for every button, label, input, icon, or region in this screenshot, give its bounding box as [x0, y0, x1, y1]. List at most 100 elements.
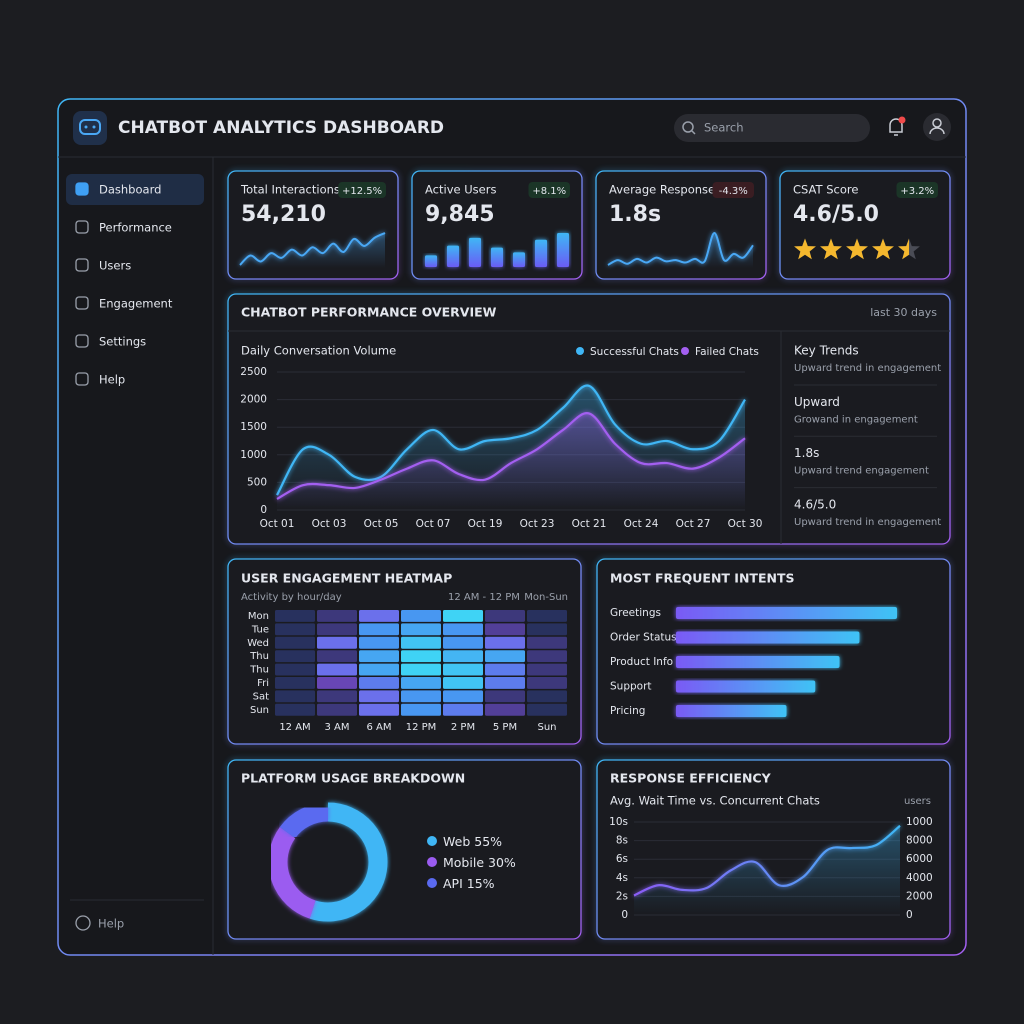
- heat-cell: [485, 690, 525, 703]
- y2-tick-label: 6000: [906, 853, 933, 865]
- nav-item[interactable]: Settings: [99, 335, 146, 349]
- sidebar-footer-help[interactable]: Help: [98, 917, 124, 931]
- kpi-change: +8.1%: [532, 186, 566, 197]
- bar: [676, 656, 840, 668]
- x-tick-label: Oct 21: [572, 518, 607, 530]
- trend-text: Growand in engagement: [794, 414, 918, 425]
- donut-segment: [279, 802, 329, 839]
- x-tick-label: Oct 27: [676, 518, 711, 530]
- y-tick-label: 1500: [240, 421, 267, 433]
- category-label: Greetings: [610, 607, 661, 619]
- x-tick-label: Oct 23: [520, 518, 555, 530]
- nav-item[interactable]: Dashboard: [99, 183, 161, 197]
- nav-item[interactable]: Performance: [99, 221, 172, 235]
- category-label: Support: [610, 681, 652, 693]
- nav-icon: [75, 182, 89, 196]
- y-tick-label: 0: [260, 504, 267, 516]
- star: [794, 238, 816, 260]
- heat-cell: [359, 623, 399, 636]
- kpi-change-pill: [896, 182, 938, 198]
- search-box[interactable]: [674, 114, 870, 142]
- sparkline-area: [608, 232, 753, 268]
- y-tick-label: 10s: [609, 816, 628, 828]
- nav-active-highlight: [66, 174, 204, 205]
- column-label: 5 PM: [493, 722, 517, 733]
- nav-icon: [75, 258, 89, 272]
- legend-label: Mobile 30%: [443, 855, 516, 870]
- panel-title: MOST FREQUENT INTENTS: [610, 571, 794, 586]
- bar: [676, 680, 816, 693]
- heat-cell: [401, 636, 441, 649]
- category-label: Pricing: [610, 705, 645, 717]
- legend-value: 30%: [488, 855, 516, 870]
- heat-cell: [317, 663, 357, 676]
- y2-tick-label: 4000: [906, 872, 933, 884]
- kpi-value: 54,210: [241, 202, 326, 227]
- trend-text: Upward trend in engagement: [794, 517, 941, 528]
- x-tick-label: Oct 07: [416, 518, 451, 530]
- nav-item[interactable]: Engagement: [99, 297, 173, 311]
- heat-cell: [443, 623, 483, 636]
- x-tick-label: Oct 24: [624, 518, 659, 530]
- y-tick-label: 0: [621, 909, 628, 921]
- legend-swatch: [427, 878, 437, 888]
- heat-cell: [527, 610, 567, 622]
- y2-tick-label: 8000: [906, 835, 933, 847]
- heat-cell: [527, 650, 567, 663]
- logo-icon: [92, 125, 96, 129]
- column-label: Sun: [537, 722, 556, 733]
- kpi-bar: [535, 239, 547, 267]
- heat-cell: [275, 703, 315, 716]
- column-label: 3 AM: [324, 722, 349, 733]
- nav-item[interactable]: Users: [99, 259, 131, 273]
- star: [820, 238, 842, 260]
- sparkline: [607, 231, 754, 266]
- search-icon: [691, 130, 696, 135]
- heat-cell: [359, 690, 399, 703]
- star: [846, 238, 868, 260]
- kpi-bar: [447, 245, 459, 267]
- heat-cell: [317, 690, 357, 703]
- days-label: Mon-Sun: [524, 592, 568, 603]
- row-label: Thu: [249, 665, 269, 676]
- legend-name: Web: [443, 834, 470, 849]
- notification-dot: [898, 116, 906, 124]
- legend-swatch: [576, 347, 584, 355]
- heat-cell: [485, 703, 525, 716]
- nav-item[interactable]: Help: [99, 373, 125, 387]
- x-tick-label: Oct 01: [260, 518, 295, 530]
- bar: [676, 705, 787, 717]
- x-tick-label: Oct 03: [312, 518, 347, 530]
- heat-cell: [485, 650, 525, 663]
- heat-cell: [401, 690, 441, 703]
- y-tick-label: 2000: [240, 394, 267, 406]
- column-label: 12 AM: [279, 722, 310, 733]
- heat-cell: [275, 677, 315, 689]
- column-label: 6 AM: [366, 722, 391, 733]
- star: [872, 238, 894, 260]
- nav-icon: [75, 372, 89, 386]
- heat-cell: [485, 677, 525, 689]
- row-label: Mon: [248, 611, 269, 622]
- panel-title: CHATBOT PERFORMANCE OVERVIEW: [241, 305, 497, 320]
- legend-label: API 15%: [443, 876, 495, 891]
- panel: [596, 558, 951, 745]
- heat-cell: [359, 663, 399, 676]
- kpi-change: +3.2%: [900, 186, 934, 197]
- nav-icon: [75, 220, 89, 234]
- app-title: CHATBOT ANALYTICS DASHBOARD: [118, 118, 444, 138]
- logo: [73, 111, 107, 145]
- legend-label: Web 55%: [443, 834, 502, 849]
- chart-title: Avg. Wait Time vs. Concurrent Chats: [610, 794, 820, 808]
- search-placeholder: Search: [704, 121, 744, 135]
- heat-cell: [443, 677, 483, 689]
- nav-icon: [75, 334, 89, 348]
- legend-value: 15%: [467, 876, 495, 891]
- legend-label: Failed Chats: [695, 346, 759, 358]
- heat-cell: [443, 636, 483, 649]
- notification-bell[interactable]: [889, 118, 903, 136]
- column-label: 2 PM: [451, 722, 475, 733]
- legend-value: 55%: [474, 834, 502, 849]
- heat-cell: [275, 636, 315, 649]
